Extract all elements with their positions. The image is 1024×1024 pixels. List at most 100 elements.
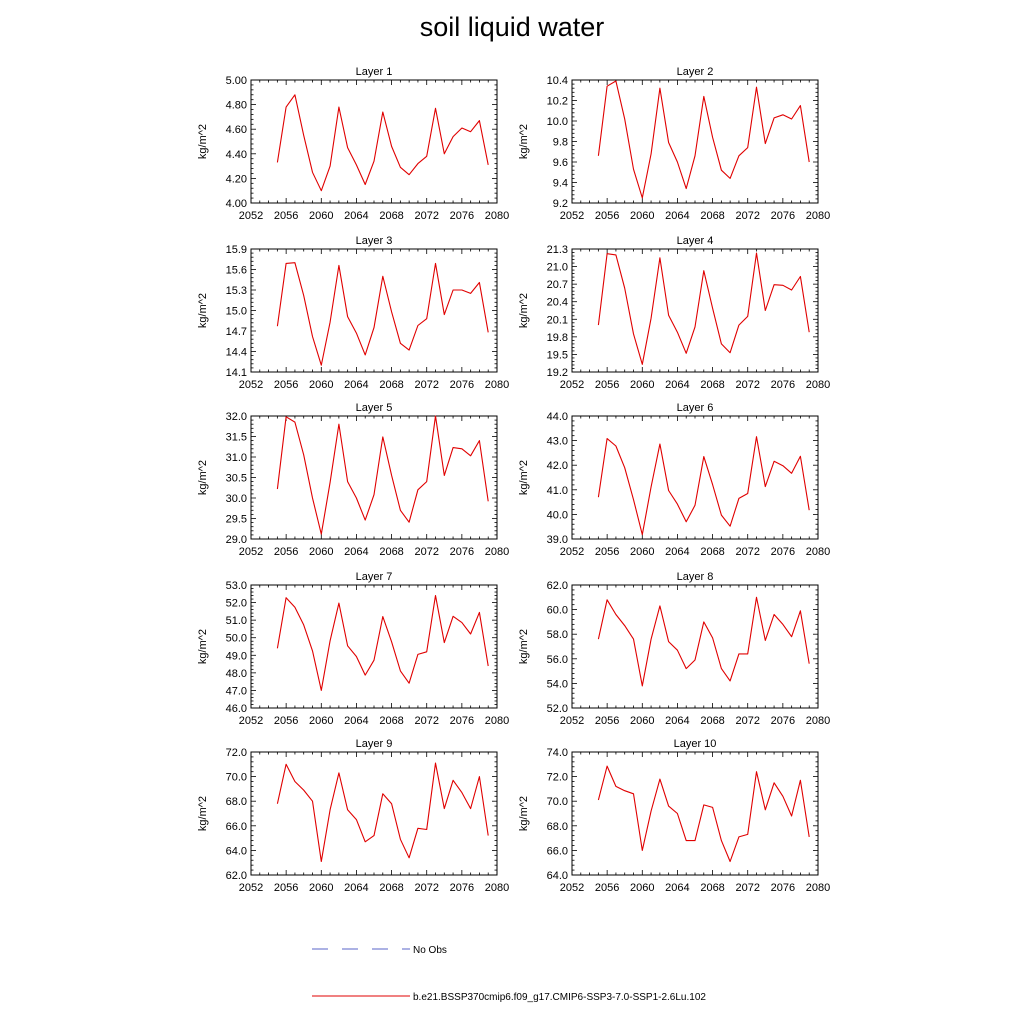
x-tick-label: 2076 — [450, 882, 474, 894]
y-tick-label: 4.40 — [226, 149, 247, 161]
plot-frame — [250, 415, 498, 540]
y-tick-label: 68.0 — [547, 821, 568, 833]
plot-frame — [571, 248, 819, 373]
y-tick-label: 42.0 — [547, 460, 568, 472]
legend-model-label: b.e21.BSSP370cmip6.f09_g17.CMIP6-SSP3-7.… — [413, 992, 706, 1003]
x-tick-label: 2056 — [595, 379, 619, 391]
y-tick-label: 4.00 — [226, 198, 247, 210]
y-tick-label: 56.0 — [547, 654, 568, 666]
x-tick-label: 2060 — [309, 210, 333, 222]
x-tick-label: 2072 — [735, 715, 759, 727]
x-tick-label: 2064 — [665, 379, 689, 391]
x-tick-label: 2076 — [771, 379, 795, 391]
legend-obs-label: No Obs — [413, 945, 447, 956]
plot-frame — [571, 79, 819, 204]
x-tick-label: 2072 — [735, 210, 759, 222]
x-tick-label: 2072 — [414, 882, 438, 894]
x-tick-label: 2072 — [414, 715, 438, 727]
y-tick-label: 74.0 — [547, 747, 568, 759]
series-line — [276, 762, 489, 863]
x-tick-label: 2060 — [309, 379, 333, 391]
y-tick-label: 60.0 — [547, 605, 568, 617]
legend: No Obs b.e21.BSSP370cmip6.f09_g17.CMIP6-… — [312, 945, 706, 1003]
x-tick-label: 2072 — [735, 882, 759, 894]
y-tick-label: 31.0 — [226, 452, 247, 464]
x-tick-label: 2060 — [309, 715, 333, 727]
y-tick-label: 21.3 — [547, 244, 568, 256]
y-tick-label: 64.0 — [226, 845, 247, 857]
x-tick-label: 2068 — [700, 546, 724, 558]
y-tick-label: 4.80 — [226, 100, 247, 112]
plot-frame — [250, 584, 498, 709]
panel-title: Layer 3 — [356, 235, 393, 247]
panel-title: Layer 9 — [356, 738, 393, 750]
chart-panel: Layer 8 kg/m^2 2052 2056 2060 2064 2068 2072 207… — [518, 571, 830, 727]
x-tick-label: 2052 — [560, 882, 584, 894]
y-tick-label: 15.6 — [226, 265, 247, 277]
y-tick-label: 10.0 — [547, 116, 568, 128]
y-tick-label: 9.8 — [553, 137, 568, 149]
y-tick-label: 44.0 — [547, 411, 568, 423]
y-tick-label: 29.5 — [226, 514, 247, 526]
x-tick-label: 2080 — [485, 546, 509, 558]
x-tick-label: 2068 — [379, 882, 403, 894]
y-axis-label: kg/m^2 — [197, 293, 209, 328]
x-tick-label: 2076 — [771, 715, 795, 727]
panel-title: Layer 1 — [356, 66, 393, 78]
x-tick-label: 2076 — [450, 715, 474, 727]
x-tick-label: 2068 — [700, 715, 724, 727]
x-tick-label: 2060 — [630, 715, 654, 727]
y-tick-label: 20.7 — [547, 279, 568, 291]
x-tick-label: 2056 — [274, 210, 298, 222]
y-tick-label: 70.0 — [226, 772, 247, 784]
y-tick-label: 39.0 — [547, 534, 568, 546]
y-tick-label: 15.3 — [226, 285, 247, 297]
y-tick-label: 51.0 — [226, 615, 247, 627]
series-line — [276, 594, 489, 691]
x-tick-label: 2056 — [595, 715, 619, 727]
y-tick-label: 14.4 — [226, 347, 247, 359]
x-tick-label: 2076 — [450, 379, 474, 391]
x-tick-label: 2080 — [485, 210, 509, 222]
x-tick-label: 2068 — [379, 546, 403, 558]
y-axis-label: kg/m^2 — [518, 796, 530, 831]
y-tick-label: 53.0 — [226, 580, 247, 592]
x-tick-label: 2064 — [665, 882, 689, 894]
x-tick-label: 2076 — [771, 546, 795, 558]
panel-title: Layer 8 — [677, 571, 714, 583]
y-tick-label: 54.0 — [547, 678, 568, 690]
chart-panel: Layer 1 kg/m^2 2052 2056 2060 2064 2068 2072 207… — [197, 66, 509, 222]
x-tick-label: 2080 — [806, 379, 830, 391]
x-tick-label: 2056 — [595, 546, 619, 558]
series-line — [276, 262, 489, 366]
x-tick-label: 2080 — [485, 715, 509, 727]
x-tick-label: 2064 — [344, 210, 368, 222]
panel-title: Layer 6 — [677, 402, 714, 414]
y-tick-label: 47.0 — [226, 685, 247, 697]
x-tick-label: 2080 — [806, 715, 830, 727]
chart-panel: Layer 10 kg/m^2 2052 2056 2060 2064 2068 2072 20… — [518, 738, 830, 894]
x-tick-label: 2068 — [700, 882, 724, 894]
plot-frame — [250, 751, 498, 876]
page-title: soil liquid water — [419, 12, 605, 42]
x-tick-label: 2056 — [274, 546, 298, 558]
x-tick-label: 2056 — [274, 715, 298, 727]
y-tick-label: 50.0 — [226, 633, 247, 645]
x-tick-label: 2076 — [771, 882, 795, 894]
y-tick-label: 30.5 — [226, 473, 247, 485]
plot-frame — [250, 79, 498, 204]
x-tick-label: 2076 — [450, 210, 474, 222]
y-axis-label: kg/m^2 — [197, 124, 209, 159]
y-tick-label: 9.6 — [553, 157, 568, 169]
y-tick-label: 64.0 — [547, 870, 568, 882]
x-tick-label: 2056 — [274, 882, 298, 894]
x-tick-label: 2076 — [771, 210, 795, 222]
x-tick-label: 2056 — [274, 379, 298, 391]
x-tick-label: 2060 — [630, 546, 654, 558]
chart-panel: Layer 5 kg/m^2 2052 2056 2060 2064 2068 2072 207… — [197, 402, 509, 558]
x-tick-label: 2064 — [344, 546, 368, 558]
y-tick-label: 19.5 — [547, 349, 568, 361]
x-tick-label: 2068 — [379, 379, 403, 391]
plot-frame — [571, 415, 819, 540]
y-tick-label: 31.5 — [226, 432, 247, 444]
